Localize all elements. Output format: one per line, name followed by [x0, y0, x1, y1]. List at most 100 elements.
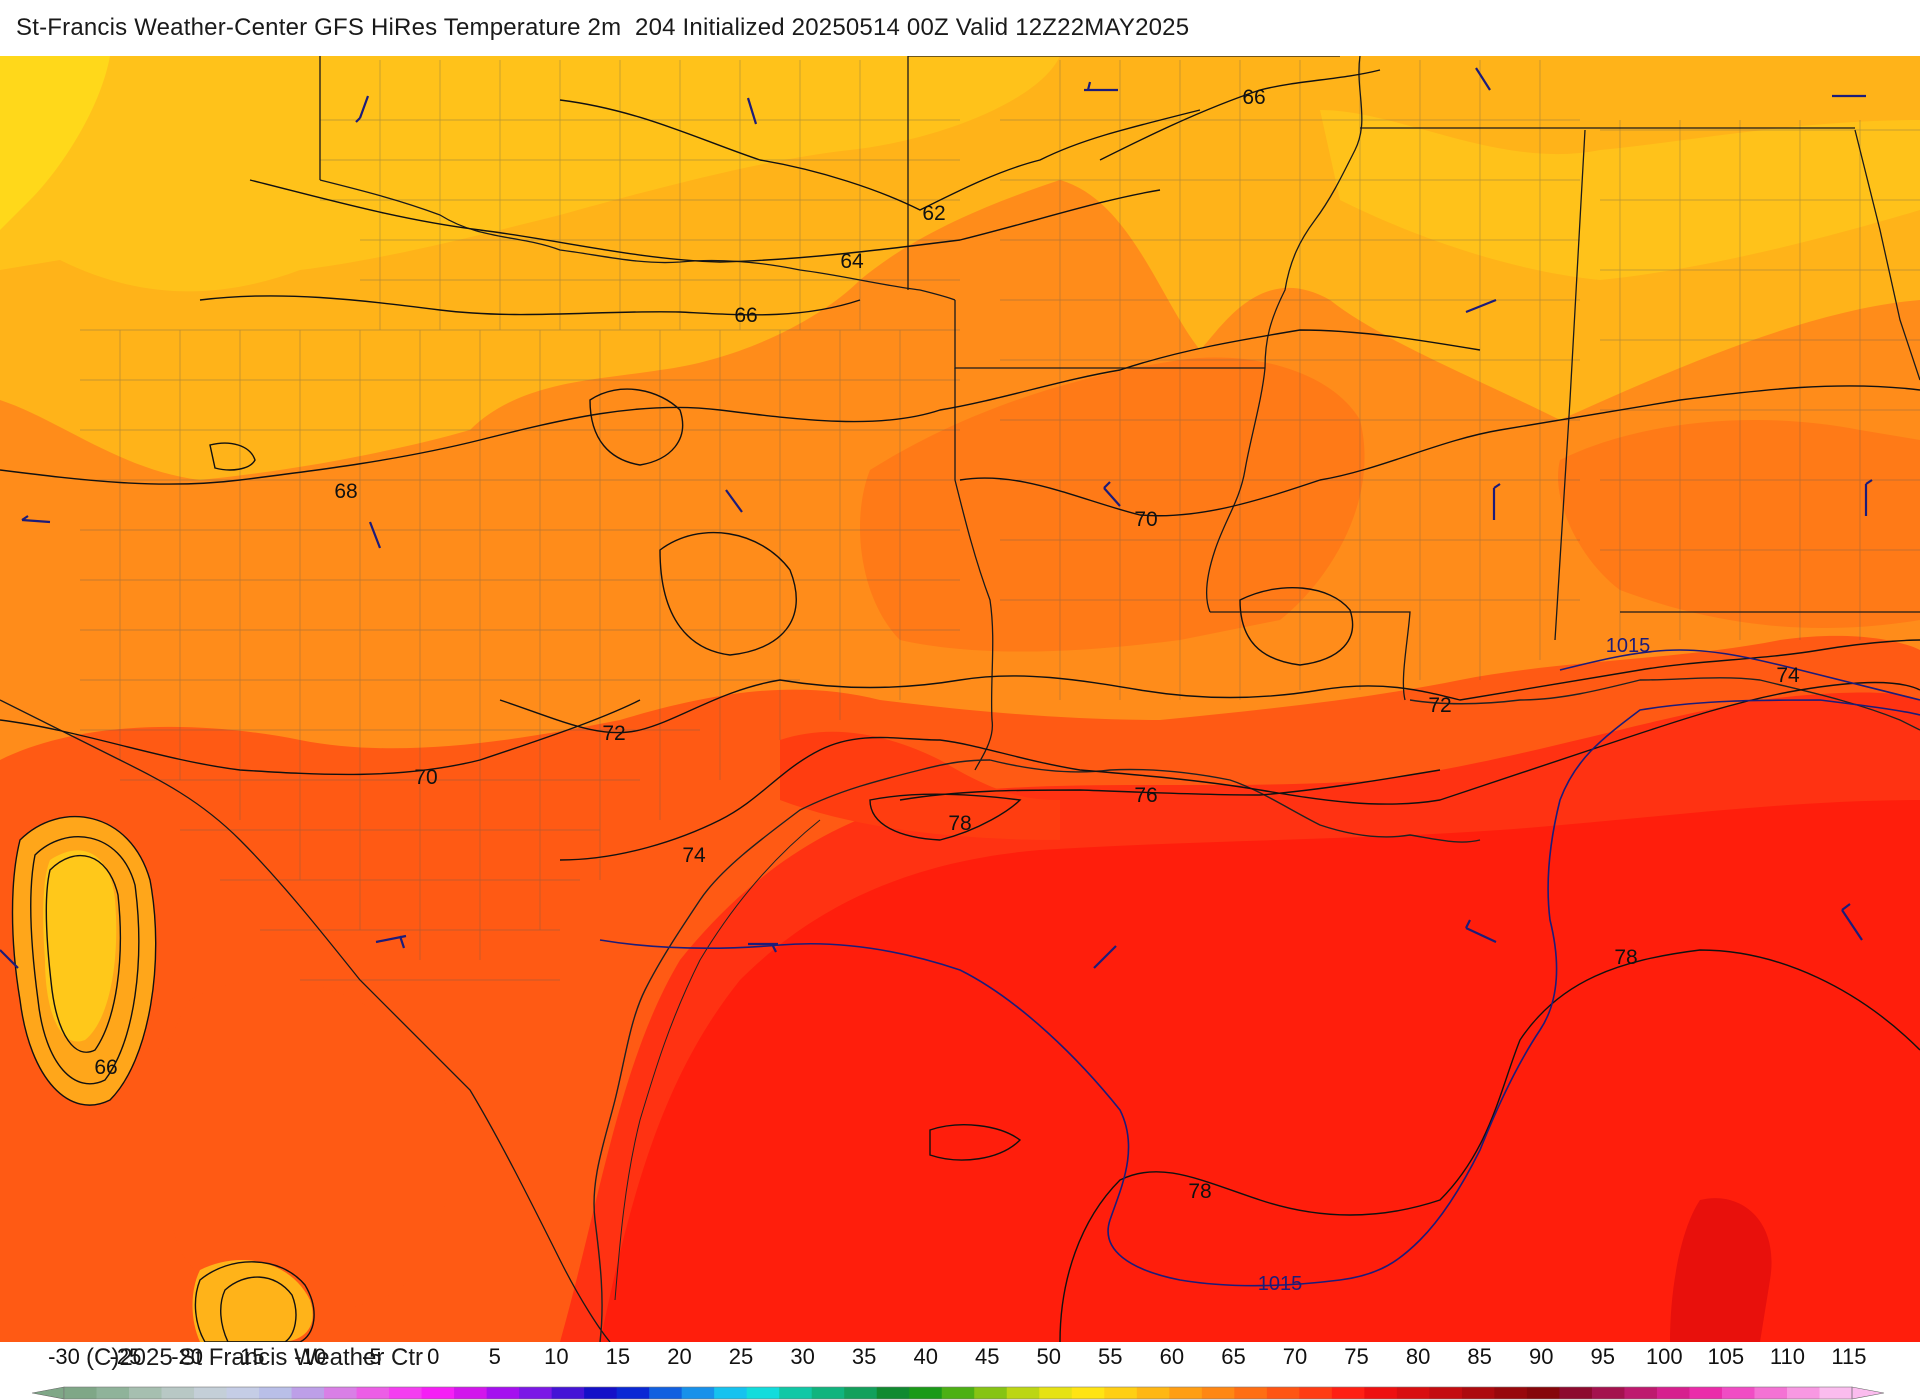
colorbar-tick-label: 10: [544, 1344, 568, 1369]
temp-field-gulf-darkest: [1670, 1198, 1772, 1342]
temperature-fill: [0, 56, 1920, 1342]
colorbar-swatch: [1234, 1387, 1268, 1399]
colorbar-swatch: [1331, 1387, 1365, 1399]
isotherm-label: 68: [334, 480, 357, 503]
colorbar-outline: [63, 1386, 1853, 1400]
colorbar-swatch: [259, 1387, 293, 1399]
colorbar-tick-label: -10: [294, 1344, 326, 1369]
colorbar-tick-label: -20: [171, 1344, 203, 1369]
colorbar-ticks: -30 -25 -20 -15 -10 -5 0 5 10 15 20 25 30 35 40 45 50 55 6…: [48, 1344, 1866, 1369]
isotherm-labels: 62 64 66 66 66 68 70 70 72 72 74 74 76 7…: [94, 86, 1800, 1295]
isotherm-label: 72: [1428, 694, 1451, 717]
wind-barb: [21, 515, 51, 524]
temperature-map: 62 64 66 66 66 68 70 70 72 72 74 74 76 7…: [0, 56, 1920, 1342]
colorbar-tick-label: 105: [1707, 1344, 1744, 1369]
contour-64: [249, 179, 1161, 263]
colorbar-tick-label: 40: [913, 1344, 937, 1369]
temp-field-coastal-hot-tongue: [780, 731, 1060, 840]
isotherm-label: 78: [1614, 946, 1637, 969]
contour-66-west: [199, 295, 861, 316]
colorbar-swatch: [519, 1387, 553, 1399]
colorbar-swatch: [714, 1387, 748, 1399]
colorbar-swatch: [1006, 1387, 1040, 1399]
colorbar-swatch: [1721, 1387, 1756, 1399]
isotherm-label: 78: [1188, 1180, 1211, 1203]
colorbar-swatch: [1624, 1387, 1658, 1399]
wind-barb: [1841, 903, 1863, 941]
temp-field-mountain-cool-3: [192, 1260, 313, 1342]
temp-field-gulf-deep-red: [600, 800, 1920, 1342]
colorbar-tick-label: 115: [1831, 1344, 1866, 1369]
wind-barb: [1084, 81, 1118, 92]
mississippi-river-border: [1206, 56, 1363, 613]
isotherm-label: 74: [1776, 664, 1800, 687]
colorbar-swatch: [649, 1387, 683, 1399]
colorbar-swatch: [1201, 1387, 1235, 1399]
colorbar-tick-label: -15: [233, 1344, 265, 1369]
contour-62: [559, 99, 1201, 211]
colorbar-tick-label: 20: [667, 1344, 691, 1369]
colorbar-swatch: [974, 1387, 1008, 1399]
colorbar-swatch: [1819, 1387, 1853, 1399]
colorbar-swatch: [1656, 1387, 1691, 1399]
colorbar-swatch: [1591, 1387, 1626, 1399]
contour-mt-3: [45, 854, 122, 1053]
colorbar-tick-label: 15: [606, 1344, 630, 1369]
wind-barb: [1093, 945, 1117, 969]
state-borders: [0, 56, 1920, 1342]
contour-78-gulf: [1059, 949, 1920, 1342]
isobar-label: 1015: [1258, 1273, 1303, 1295]
isotherm-label: 72: [602, 722, 625, 745]
colorbar-swatch: [1266, 1387, 1300, 1399]
wind-barb: [375, 934, 407, 949]
colorbar-swatch: [64, 1387, 98, 1399]
temp-field-deep-orange-east: [1558, 420, 1920, 629]
contour-mt-2: [30, 836, 140, 1085]
colorbar-swatch: [681, 1387, 715, 1399]
coastline: [593, 677, 1920, 1342]
texas-coastline: [593, 759, 991, 1342]
colorbar-swatch: [811, 1387, 845, 1399]
isobar-1015-gulf: [599, 699, 1920, 1287]
mississippi-alabama-border: [1554, 129, 1586, 641]
colorbar-swatch: [454, 1387, 488, 1399]
isotherm-label: 74: [682, 844, 706, 867]
contour-78-west: [869, 793, 1022, 841]
colorbar-swatch: [1429, 1387, 1463, 1399]
colorbar-tick-label: 50: [1037, 1344, 1061, 1369]
colorbar-swatch: [584, 1387, 618, 1399]
county-grid-east: [1000, 60, 1920, 700]
county-grid-north: [80, 119, 960, 981]
contour-74: [559, 681, 1920, 861]
texas-barrier-islands: [614, 819, 821, 1301]
temp-field-yellow-nw: [0, 56, 110, 230]
contour-tx-loop-3: [209, 442, 256, 471]
colorbar-tick-label: 75: [1344, 1344, 1368, 1369]
colorbar-swatch: [291, 1387, 325, 1399]
contour-68: [0, 329, 1481, 485]
isobars: [599, 649, 1920, 1287]
colorbar-tick-label: 45: [975, 1344, 999, 1369]
temp-field-mountain-cool-2: [43, 850, 117, 1042]
wind-barb: [1465, 919, 1497, 943]
colorbar-tick-label: 95: [1591, 1344, 1615, 1369]
wind-barb: [1103, 481, 1121, 507]
isotherm-label: 62: [922, 202, 945, 225]
red-river-border: [319, 179, 956, 301]
contour-mt-5: [220, 1276, 297, 1342]
colorbar-swatch: [844, 1387, 878, 1399]
map-title: St-Francis Weather-Center GFS HiRes Temp…: [16, 14, 1190, 41]
wind-barb: [368, 521, 382, 549]
colorbar-swatch: [551, 1387, 585, 1399]
colorbar-tick-label: 110: [1770, 1344, 1805, 1369]
colorbar-swatch: [96, 1387, 130, 1399]
isotherm-label: 76: [1134, 784, 1157, 807]
wind-barb: [1864, 479, 1873, 516]
louisiana-coastline: [989, 759, 1481, 843]
isobar-label: 1015: [1606, 635, 1651, 657]
temp-field-tx-warm-pocket: [158, 979, 453, 1314]
isotherm-label: 70: [414, 766, 437, 789]
wind-barb: [746, 97, 758, 125]
colorbar-tick-label: -25: [110, 1344, 142, 1369]
colorbar-swatch: [616, 1387, 650, 1399]
